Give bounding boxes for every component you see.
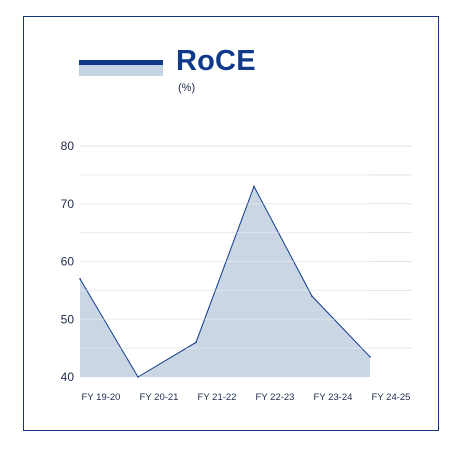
series-area-fill — [80, 186, 370, 377]
x-tick-label: FY 22-23 — [256, 392, 295, 403]
series-line — [79, 185, 371, 378]
series-area — [79, 174, 371, 378]
data-point-2 — [195, 341, 197, 344]
y-axis: 40 50 60 70 80 — [61, 139, 75, 384]
chart-title: RoCE — [176, 45, 256, 77]
data-point-1 — [137, 376, 139, 378]
x-tick-label: FY 19-20 — [82, 392, 121, 403]
data-point-4 — [311, 295, 313, 297]
y-tick-label-70: 70 — [61, 197, 75, 211]
data-point-5 — [369, 355, 371, 358]
legend-swatch-line — [79, 60, 163, 65]
data-point-0 — [79, 278, 81, 280]
x-tick-label: FY 24-25 — [372, 392, 411, 403]
chart-frame — [23, 16, 439, 431]
legend-swatch — [79, 60, 163, 76]
y-tick-label-80: 80 — [61, 139, 75, 153]
data-point-3 — [253, 185, 255, 188]
legend-swatch-fill — [79, 65, 163, 76]
x-tick-label: FY 21-22 — [198, 392, 237, 403]
y-tick-label-60: 60 — [61, 255, 75, 269]
y-tick-label-50: 50 — [61, 312, 75, 326]
chart-unit: (%) — [178, 82, 196, 94]
x-tick-label: FY 23-24 — [314, 392, 353, 403]
y-tick-label-40: 40 — [61, 370, 75, 384]
x-axis: FY 19-20 FY 20-21 FY 21-22 FY 22-23 FY 23-24… — [82, 392, 411, 403]
x-tick-label: FY 20-21 — [140, 392, 179, 403]
